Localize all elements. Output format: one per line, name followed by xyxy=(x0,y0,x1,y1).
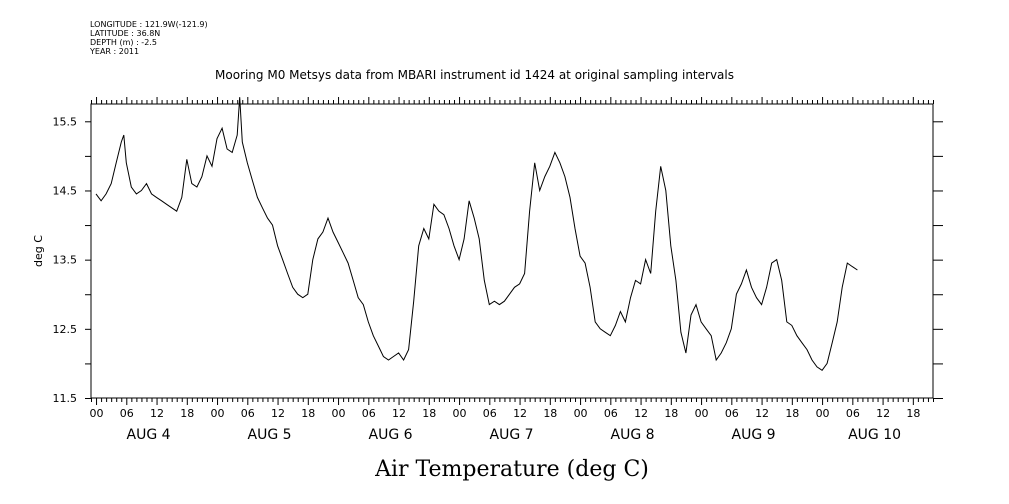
x-tick-label: 18 xyxy=(906,407,920,420)
y-axis-label: deg C xyxy=(32,235,45,267)
axes-group xyxy=(90,103,934,399)
x-tick-label: 06 xyxy=(120,407,134,420)
x-tick-label: 00 xyxy=(211,407,225,420)
x-tick-label: 00 xyxy=(816,407,830,420)
x-tick-label: 18 xyxy=(543,407,557,420)
y-tick-label: 11.5 xyxy=(53,392,78,405)
plot-frame xyxy=(90,103,934,399)
day-label: AUG 10 xyxy=(848,427,901,443)
year-text: YEAR : 2011 xyxy=(90,47,140,56)
y-tick-label: 15.5 xyxy=(53,115,78,128)
x-tick-label: 18 xyxy=(180,407,194,420)
x-tick-label: 06 xyxy=(725,407,739,420)
x-tick-label: 00 xyxy=(90,407,104,420)
x-tick-label: 18 xyxy=(301,407,315,420)
x-tick-label: 12 xyxy=(392,407,406,420)
y-tick-label: 13.5 xyxy=(53,254,78,267)
x-axis-title: Air Temperature (deg C) xyxy=(374,457,649,482)
day-label: AUG 9 xyxy=(732,427,776,443)
latitude-text: LATITUDE : 36.8N xyxy=(90,29,161,38)
x-tick-label: 06 xyxy=(483,407,497,420)
series-line xyxy=(95,97,858,371)
x-tick-label: 12 xyxy=(755,407,769,420)
day-label: AUG 5 xyxy=(248,427,292,443)
chart-title: Mooring M0 Metsys data from MBARI instru… xyxy=(215,68,734,82)
x-tick-label: 00 xyxy=(453,407,467,420)
day-label: AUG 8 xyxy=(611,427,655,443)
labels-group: 11.5 12.5 13.5 14.5 15.5 00 06 12 18 00 06 12 18 00 06… xyxy=(53,115,921,443)
x-tick-label: 12 xyxy=(150,407,164,420)
x-tick-label: 12 xyxy=(634,407,648,420)
x-tick-label: 06 xyxy=(241,407,255,420)
x-tick-label: 06 xyxy=(846,407,860,420)
x-tick-label: 00 xyxy=(695,407,709,420)
x-tick-label: 00 xyxy=(574,407,588,420)
x-tick-label: 18 xyxy=(422,407,436,420)
x-tick-label: 12 xyxy=(876,407,890,420)
x-tick-label: 18 xyxy=(785,407,799,420)
x-tick-label: 12 xyxy=(271,407,285,420)
day-label: AUG 4 xyxy=(127,427,171,443)
y-tick-label: 12.5 xyxy=(53,323,78,336)
day-label: AUG 7 xyxy=(490,427,534,443)
metadata-block: LONGITUDE : 121.9W(-121.9) LATITUDE : 36… xyxy=(90,20,208,56)
x-tick-label: 06 xyxy=(362,407,376,420)
longitude-text: LONGITUDE : 121.9W(-121.9) xyxy=(90,20,208,29)
x-tick-label: 06 xyxy=(604,407,618,420)
ticks-group xyxy=(85,97,943,405)
y-tick-label: 14.5 xyxy=(53,184,78,197)
x-tick-label: 00 xyxy=(332,407,346,420)
x-tick-label: 12 xyxy=(513,407,527,420)
depth-text: DEPTH (m) : -2.5 xyxy=(90,38,157,47)
x-tick-label: 18 xyxy=(664,407,678,420)
day-label: AUG 6 xyxy=(369,427,413,443)
